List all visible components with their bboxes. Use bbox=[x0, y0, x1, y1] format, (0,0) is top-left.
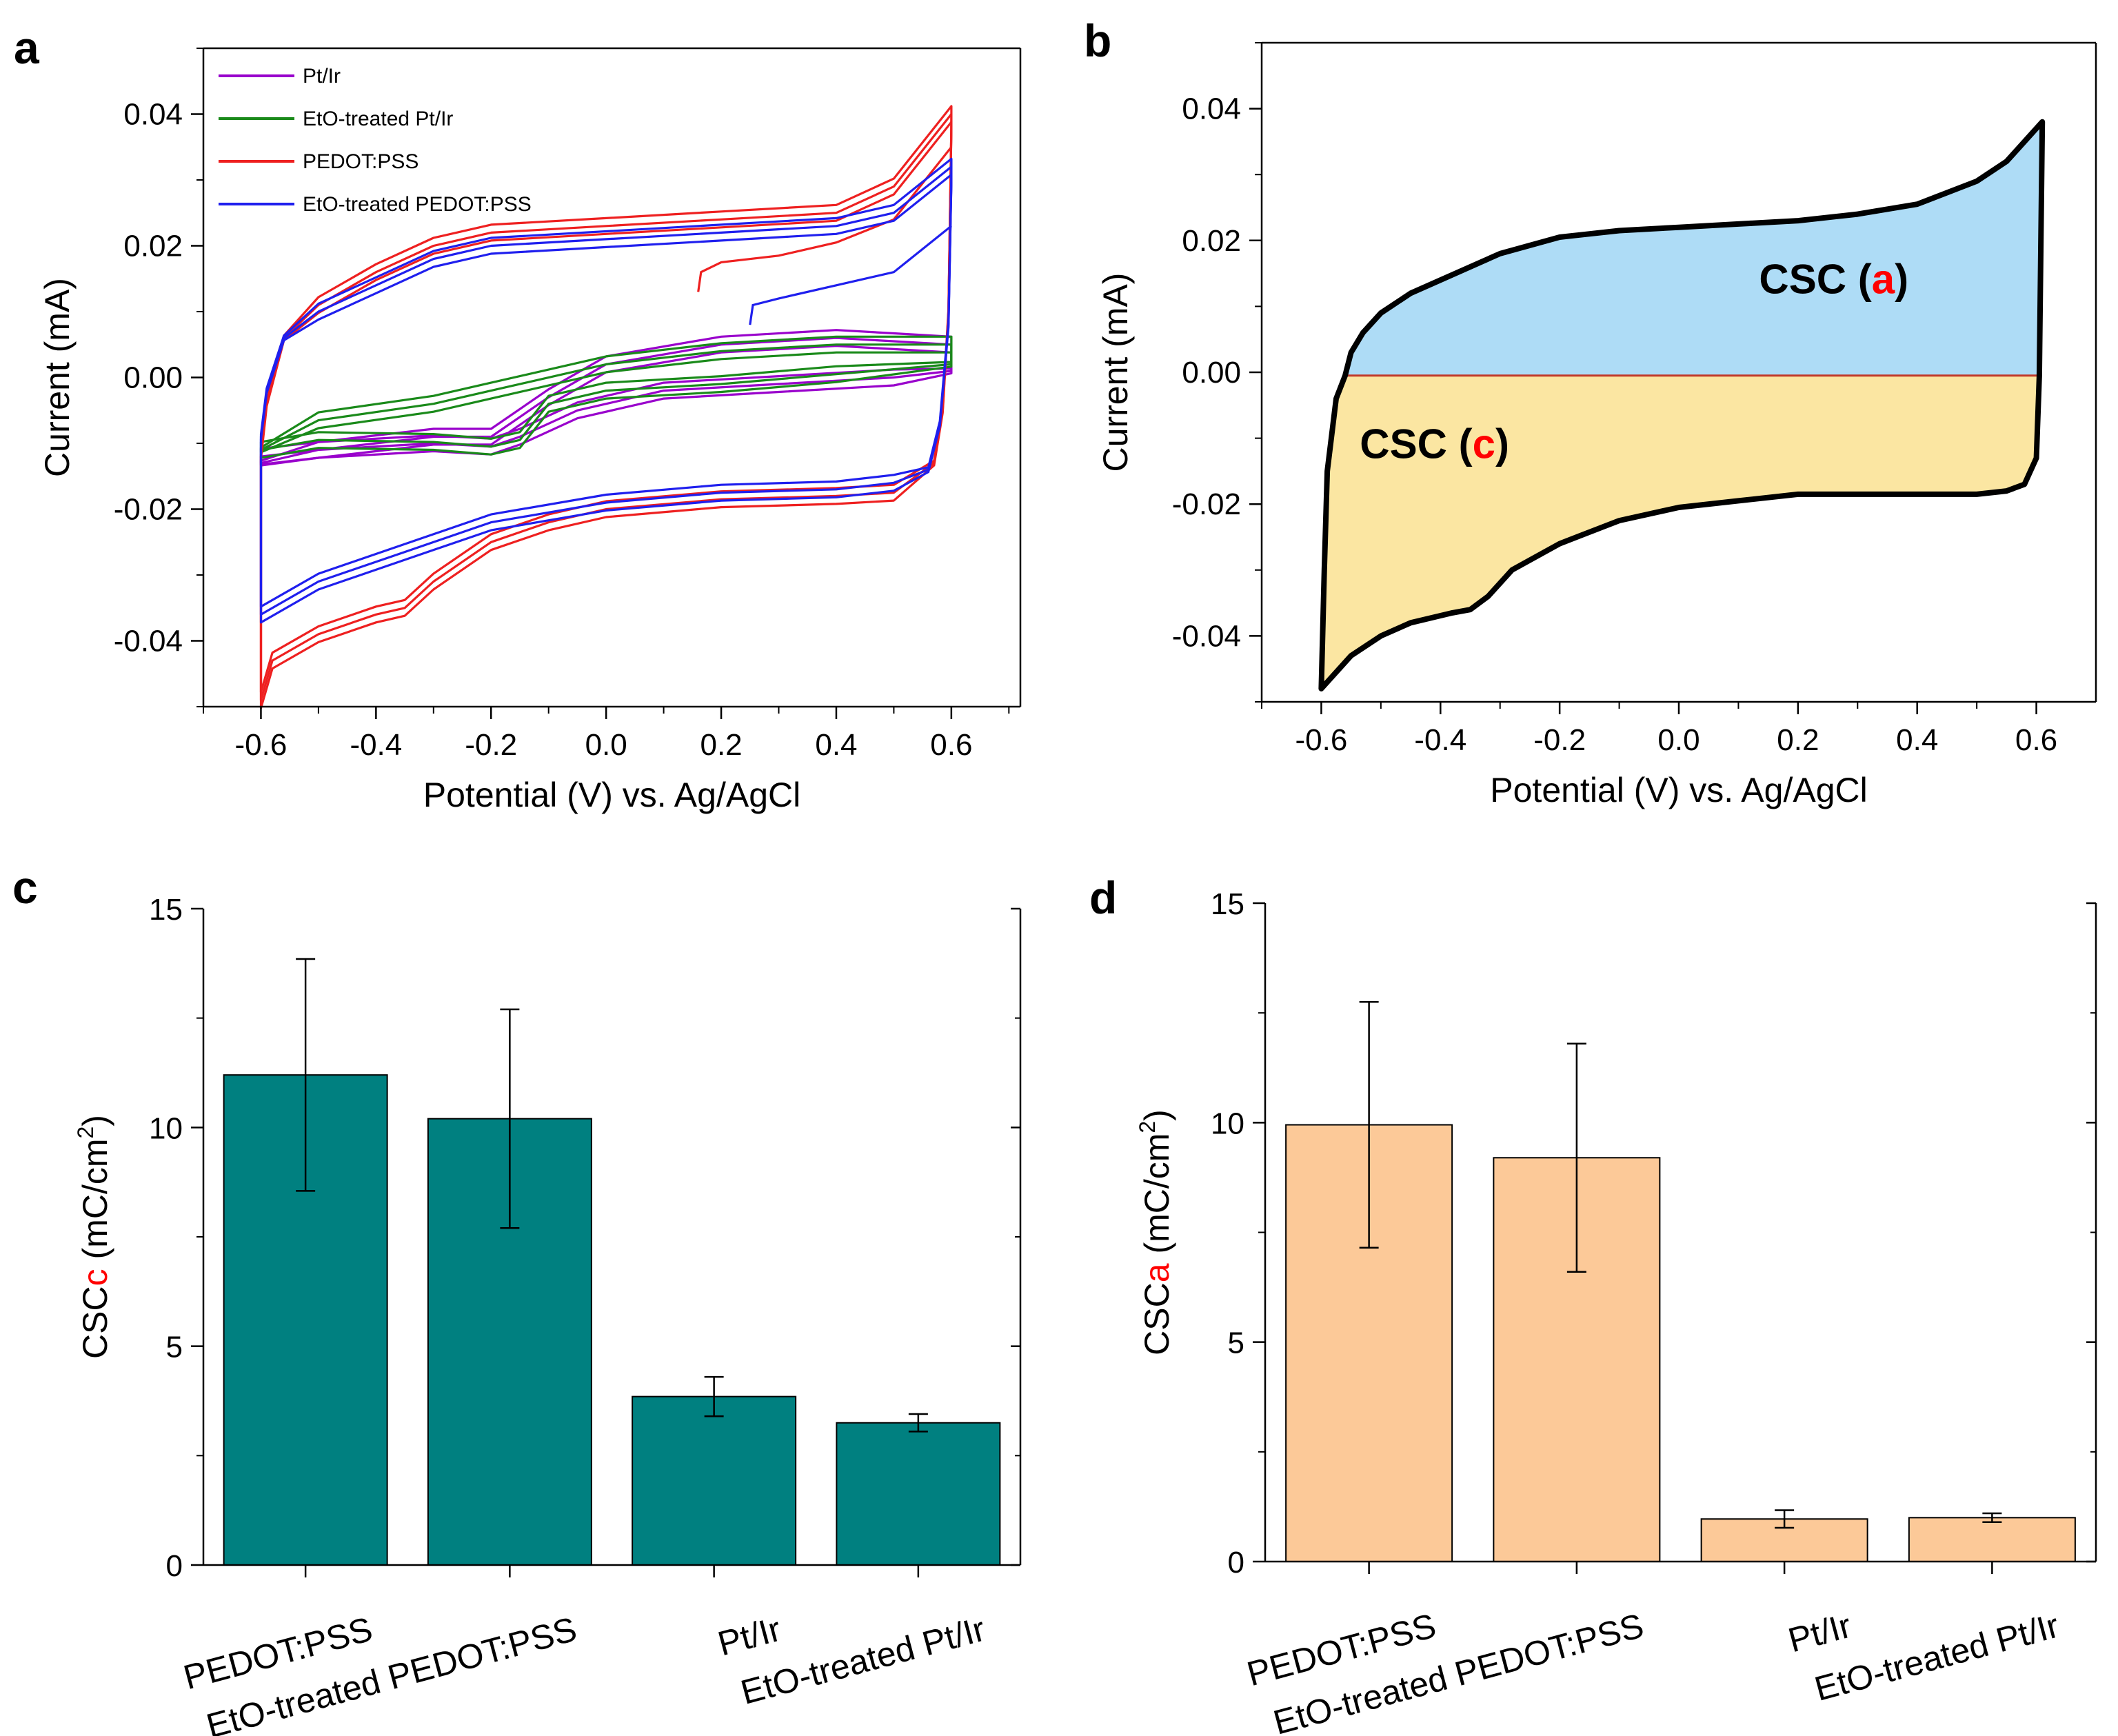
cv-comparison-chart: Pt/Ir EtO-treated Pt/Ir PEDOT:PSS EtO-treat… bbox=[38, 47, 1022, 814]
csc-integration-chart: CSC (a) CSC (c) -0.6 -0.4 -0.2 0.0 0.2 0.4 0.6 -0… bbox=[1096, 41, 2097, 809]
y-tick-label: 5 bbox=[1228, 1326, 1244, 1360]
panel-label-c: c bbox=[12, 862, 38, 913]
y-axis-title: Current (mA) bbox=[38, 278, 77, 477]
x-tick-label: -0.6 bbox=[1295, 723, 1348, 757]
y-tick-label: -0.02 bbox=[1172, 487, 1241, 521]
cv-curve bbox=[1318, 119, 2046, 692]
panel-label-a: a bbox=[14, 22, 40, 73]
x-tick-label: 0.4 bbox=[815, 728, 857, 762]
y-tick-label: 0.02 bbox=[123, 230, 183, 263]
x-axis-title: Potential (V) vs. Ag/AgCl bbox=[1490, 771, 1867, 809]
y-axis-title: CSCa (mC/cm2) bbox=[1135, 1109, 1176, 1355]
y-tick-label: 0.00 bbox=[123, 361, 183, 395]
y-tick-label: 15 bbox=[1211, 887, 1244, 921]
x-tick-label: 0.6 bbox=[930, 728, 972, 762]
y-tick-label: 0.04 bbox=[1182, 92, 1241, 126]
csc-annotation-c: CSC (c) bbox=[1360, 421, 1509, 467]
y-tick-label: 10 bbox=[149, 1111, 183, 1145]
x-tick-label: 0.0 bbox=[1657, 723, 1700, 757]
bar-eto-treated-pt-ir bbox=[1908, 1517, 2076, 1562]
y-tick-label: 10 bbox=[1211, 1107, 1244, 1140]
cv-loop-eto-treated-pedot-pss-2 bbox=[259, 173, 953, 608]
legend-label: PEDOT:PSS bbox=[303, 150, 418, 173]
y-tick-label: 0 bbox=[166, 1549, 183, 1583]
x-tick-label: 0.2 bbox=[1777, 723, 1819, 757]
bar-eto-treated-pt-ir bbox=[836, 1422, 1001, 1566]
cathodic-charge-area bbox=[1321, 375, 2039, 689]
anodic-charge-area bbox=[1345, 121, 2043, 376]
legend-label: EtO-treated Pt/Ir bbox=[303, 108, 453, 130]
x-tick-label: 0.4 bbox=[1896, 723, 1938, 757]
x-tick-label: 0.0 bbox=[585, 728, 627, 762]
legend-label: Pt/Ir bbox=[303, 65, 341, 88]
y-tick-label: -0.04 bbox=[114, 625, 183, 658]
y-tick-label: 5 bbox=[166, 1331, 183, 1364]
cv-loop-eto-treated-pt-ir-1 bbox=[259, 335, 953, 459]
y-tick-label: 0.02 bbox=[1182, 224, 1241, 258]
y-tick-label: 0.04 bbox=[123, 98, 183, 132]
y-tick-label: -0.02 bbox=[114, 493, 183, 527]
x-axis-title: Potential (V) vs. Ag/AgCl bbox=[423, 776, 800, 814]
cv-loop-eto-treated-pt-ir-2 bbox=[259, 351, 953, 454]
x-tick-label: -0.4 bbox=[1414, 723, 1466, 757]
x-tick-label: 0.2 bbox=[700, 728, 742, 762]
y-axis-title: Current (mA) bbox=[1096, 273, 1135, 472]
cv-first-scan-eto-treated-pedot-pss bbox=[749, 225, 952, 325]
x-tick-label: -0.2 bbox=[1533, 723, 1586, 757]
panel-label-b: b bbox=[1084, 15, 1111, 66]
x-tick-label: 0.6 bbox=[2015, 723, 2057, 757]
legend-label: EtO-treated PEDOT:PSS bbox=[303, 193, 532, 216]
bar-pt-ir bbox=[632, 1395, 797, 1566]
y-axis-title: CSCc (mC/cm2) bbox=[73, 1115, 114, 1359]
y-tick-label: 0.00 bbox=[1182, 356, 1241, 390]
y-tick-label: 0 bbox=[1228, 1546, 1244, 1579]
x-tick-label: -0.2 bbox=[465, 728, 517, 762]
csc-annotation-a: CSC (a) bbox=[1759, 256, 1908, 302]
y-tick-label: -0.04 bbox=[1172, 619, 1241, 653]
x-tick-label: -0.6 bbox=[235, 728, 288, 762]
y-tick-label: 15 bbox=[149, 893, 183, 927]
cv-loop-pedot-pss-2 bbox=[259, 121, 953, 694]
x-tick-label: -0.4 bbox=[350, 728, 402, 762]
panel-label-d: d bbox=[1089, 872, 1117, 923]
cv-loop-eto-treated-pt-ir-0 bbox=[259, 343, 953, 452]
